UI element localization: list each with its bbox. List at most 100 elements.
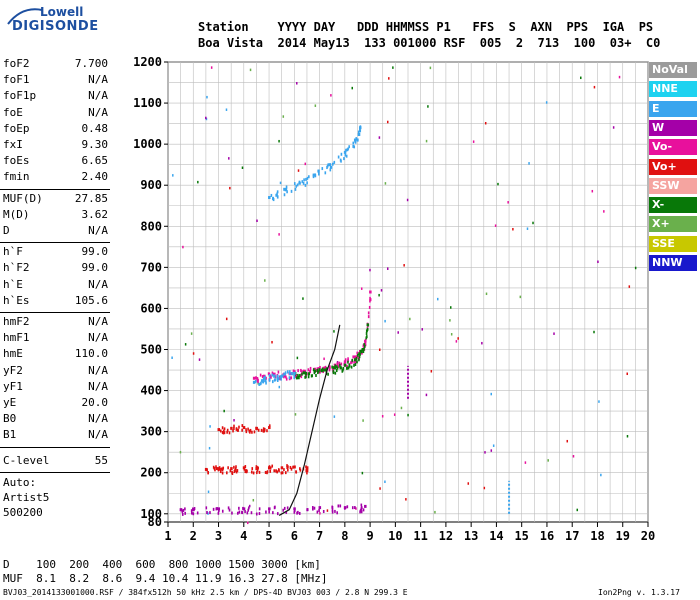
trace-point — [256, 471, 258, 475]
trace-point — [276, 377, 279, 381]
trace-point — [295, 470, 297, 474]
param-name: h`F — [3, 245, 23, 259]
trace-point — [262, 379, 264, 383]
noise-point — [597, 260, 599, 264]
noise-point — [210, 66, 213, 69]
trace-point — [345, 154, 348, 158]
trace-point — [351, 506, 354, 510]
trace-point — [221, 426, 224, 430]
trace-point — [262, 429, 265, 433]
trace-point — [357, 353, 359, 357]
trace-point — [272, 198, 275, 202]
noise-point — [336, 360, 339, 364]
noise-point — [279, 181, 282, 185]
trace-point — [218, 466, 221, 470]
noise-point — [179, 450, 182, 454]
noise-point — [282, 115, 285, 118]
noise-point — [388, 77, 390, 80]
scaling-line: Auto: — [3, 475, 37, 489]
trace-point — [301, 372, 303, 376]
trace-point — [286, 464, 288, 468]
trace-point — [250, 511, 253, 515]
param-name: B1 — [3, 428, 17, 442]
noise-point — [580, 76, 582, 80]
x-tick-label: 20 — [641, 529, 655, 543]
trace-point — [298, 511, 301, 515]
param-c-level: C-level 55 — [3, 454, 108, 470]
trace-point — [299, 374, 301, 378]
trace-point — [238, 510, 241, 514]
x-tick-label: 14 — [489, 529, 503, 543]
trace-point — [312, 507, 314, 511]
data-point-e — [273, 374, 276, 378]
noise-point — [249, 68, 252, 72]
trace-point — [229, 469, 232, 473]
noise-point — [225, 108, 228, 111]
trace-point — [343, 157, 345, 161]
trace-point — [295, 373, 298, 377]
noise-point — [379, 487, 381, 490]
trace-point — [221, 471, 224, 475]
trace-point — [293, 376, 296, 380]
trace-point — [259, 373, 262, 377]
noise-point — [172, 174, 174, 177]
trace-point — [347, 357, 349, 361]
y-tick-label: 100 — [140, 507, 162, 521]
trace-point — [181, 512, 184, 516]
trace-point — [221, 509, 224, 513]
data-point-vominus — [217, 507, 221, 511]
noise-point — [209, 425, 211, 428]
trace-point — [337, 364, 340, 368]
param-d: D N/A — [3, 224, 108, 240]
scaling-line: Artist5 — [3, 490, 50, 504]
trace-point — [212, 507, 215, 511]
trace-point — [226, 430, 228, 434]
x-tick-label: 1 — [164, 529, 171, 543]
trace-point — [350, 361, 352, 365]
trace-point — [268, 378, 271, 382]
trace-point — [366, 335, 368, 339]
trace-point — [254, 379, 257, 383]
trace-point — [226, 428, 229, 432]
param-value: 6.65 — [81, 154, 109, 168]
trace-point — [226, 471, 228, 475]
x-tick-label: 19 — [616, 529, 630, 543]
trace-point — [276, 190, 279, 194]
param-value: 27.85 — [74, 191, 108, 205]
noise-point — [392, 66, 394, 69]
trace-point — [348, 363, 351, 367]
param-name: foEp — [3, 121, 30, 135]
trace-point — [272, 197, 274, 201]
param-value: 110.0 — [74, 347, 108, 361]
trace-point — [352, 144, 354, 148]
trace-point — [233, 424, 235, 428]
noise-point — [628, 285, 631, 288]
trace-point — [334, 371, 337, 375]
trace-point — [305, 372, 307, 376]
trace-point — [340, 152, 343, 156]
trace-point — [367, 315, 370, 319]
trace-point — [358, 355, 361, 359]
trace-point — [305, 375, 307, 379]
trace-point — [251, 467, 254, 471]
data-point-xminus — [361, 348, 365, 351]
y-tick-label: 900 — [140, 178, 162, 192]
noise-point — [436, 297, 439, 301]
logo-digisonde: DIGISONDE — [12, 19, 99, 34]
noise-point — [207, 490, 210, 494]
trace-point — [359, 349, 362, 353]
trace-point — [272, 511, 274, 515]
noise-point — [206, 95, 208, 99]
trace-point — [347, 366, 349, 370]
trace-point — [290, 467, 293, 471]
trace-point — [334, 364, 337, 368]
trace-point — [244, 510, 246, 514]
trace-point — [219, 467, 221, 471]
noise-point — [278, 233, 280, 236]
noise-point — [626, 434, 629, 438]
trace-point — [285, 375, 287, 379]
noise-point — [333, 330, 335, 333]
muf-frequency-row: MUF 8.1 8.2 8.6 9.4 10.4 11.9 16.3 27.8 … — [3, 572, 328, 585]
noise-point — [618, 75, 621, 79]
noise-point — [449, 319, 451, 322]
